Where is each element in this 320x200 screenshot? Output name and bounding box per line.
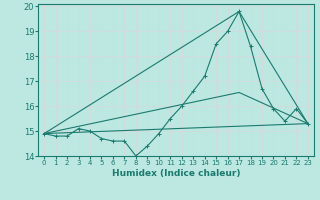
X-axis label: Humidex (Indice chaleur): Humidex (Indice chaleur) [112,169,240,178]
